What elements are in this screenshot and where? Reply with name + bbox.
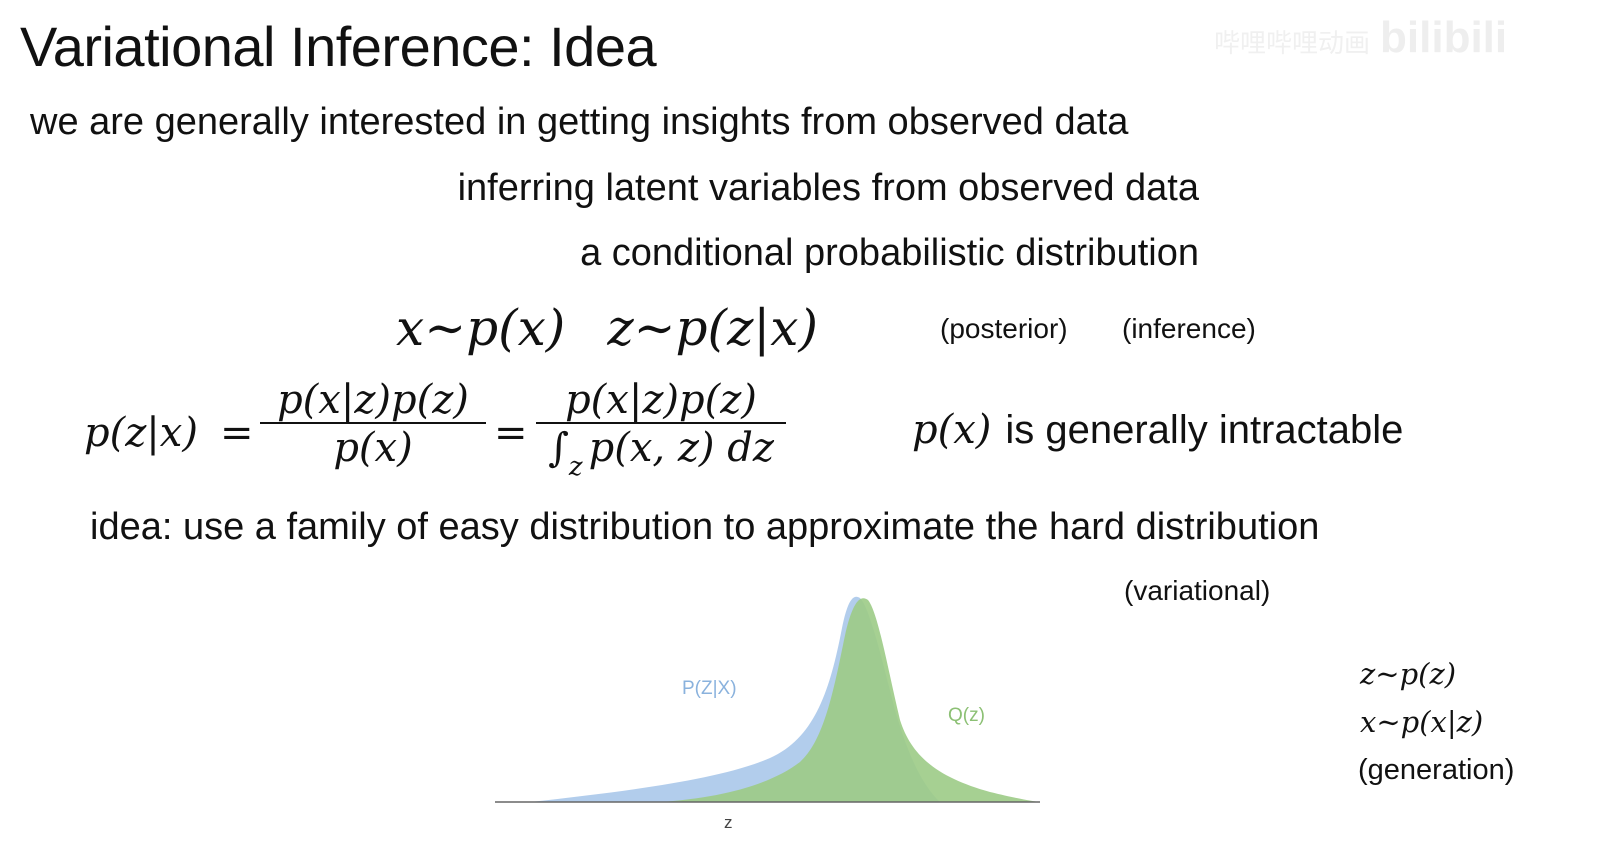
inference-label: (inference) [1122,313,1256,344]
gen-latent: z∼p(z) [1360,657,1457,691]
watermark-text: 哔哩哔哩动画 [1214,28,1371,58]
bilibili-logo: bilibili [1380,13,1508,62]
bayes-fraction-2: p(x|z)p(z) ∫z p(x, z) dz [536,377,786,482]
latent-line: inferring latent variables from observed… [457,167,1199,209]
fraction-1-bar [260,422,486,424]
intro-line: we are generally interested in getting i… [30,101,1129,143]
distribution-chart: P(Z|X) Q(z) z [495,596,1040,832]
fraction-2-denominator: ∫z p(x, z) dz [536,424,786,482]
equals-sign-1: = [220,410,254,456]
watermark: 哔哩哔哩动画 bilibili [1214,8,1507,73]
integrand: p(x, z) dz [588,425,774,471]
posterior-label: (posterior) [940,313,1068,344]
fraction-2-bar [536,422,786,424]
bayes-lhs: p(z|x) [84,410,198,456]
fraction-1-numerator: p(x|z)p(z) [277,377,469,423]
x-axis-label: z [724,813,733,832]
intractable-text: is generally intractable [1005,408,1404,452]
intractable-note: p(x) is generally intractable [912,406,1403,454]
variational-label: (variational) [1124,575,1271,606]
sampling-equation: x∼p(x) z∼p(z|x) [396,300,818,356]
integral-subscript: z [568,452,583,482]
q-area [660,598,1040,802]
generation-block: z∼p(z) x∼p(x|z) (generation) [1358,650,1515,794]
integral-sign: ∫ [548,425,569,471]
generation-label: (generation) [1358,754,1515,786]
idea-line: idea: use a family of easy distribution … [90,506,1320,548]
marginal-expression: p(x) [912,407,992,453]
conditional-line: a conditional probabilistic distribution [580,232,1199,274]
fraction-2-numerator: p(x|z)p(z) [565,377,757,423]
fraction-1-denominator: p(x) [333,425,413,471]
slide-title: Variational Inference: Idea [20,15,657,78]
equals-sign-2: = [494,410,528,456]
posterior-expression: z∼p(z|x) [607,299,818,357]
series-label-q: Q(z) [948,705,985,726]
gen-observed: x∼p(x|z) [1360,705,1484,739]
bayes-fraction-1: p(x|z)p(z) p(x) [260,378,486,472]
series-label-posterior: P(Z|X) [682,678,737,699]
prior-expression: x∼p(x) [396,299,566,357]
